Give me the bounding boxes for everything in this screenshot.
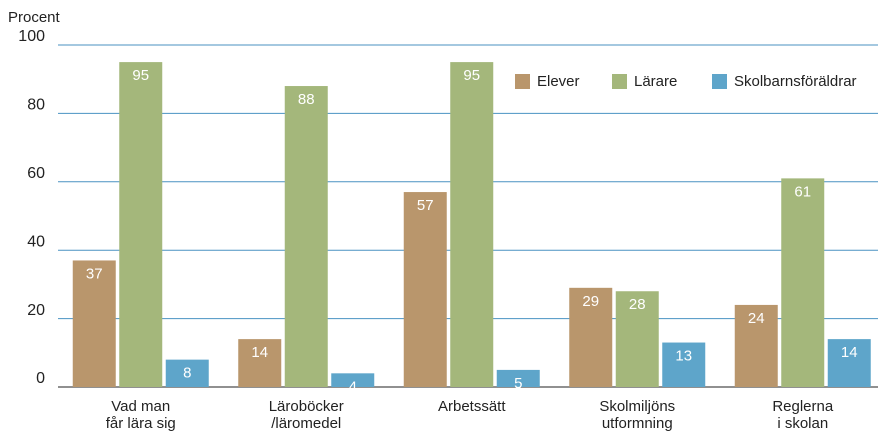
y-tick-label: 80 [27, 97, 45, 114]
legend-label: Elever [537, 73, 580, 90]
value-label: 14 [251, 344, 268, 361]
x-tick-label: utformning [602, 415, 673, 432]
bar [496, 369, 540, 387]
value-label: 61 [794, 183, 811, 200]
value-label: 88 [298, 91, 315, 108]
legend-label: Lärare [634, 73, 677, 90]
value-label: 4 [349, 378, 357, 395]
value-label: 24 [748, 310, 765, 327]
x-tick-label: Arbetssätt [438, 398, 506, 415]
y-axis-label: Procent [8, 9, 61, 26]
y-tick-label: 60 [27, 165, 45, 182]
value-label: 8 [183, 365, 191, 382]
legend-swatch [612, 74, 627, 89]
bar [569, 287, 613, 387]
bar [615, 291, 659, 387]
legend-swatch [515, 74, 530, 89]
bar [238, 339, 282, 387]
bar [119, 62, 163, 387]
x-tick-label: får lära sig [106, 415, 176, 432]
x-tick-label: Skolmiljöns [599, 398, 675, 415]
bar [72, 260, 116, 387]
value-label: 14 [841, 344, 858, 361]
value-label: 29 [582, 293, 599, 310]
y-tick-label: 100 [18, 28, 45, 45]
bar [662, 342, 706, 387]
x-tick-label: /läromedel [271, 415, 341, 432]
y-tick-label: 40 [27, 233, 45, 250]
bar [450, 62, 494, 387]
bar [827, 339, 871, 387]
bar [403, 192, 447, 387]
value-label: 13 [675, 348, 692, 365]
bar [284, 86, 328, 387]
x-tick-label: Reglerna [772, 398, 834, 415]
bar [781, 178, 825, 387]
x-tick-label: Läroböcker [269, 398, 344, 415]
legend-swatch [712, 74, 727, 89]
x-tick-label: Vad man [111, 398, 170, 415]
y-tick-label: 20 [27, 302, 45, 319]
value-label: 57 [417, 197, 434, 214]
legend-label: Skolbarnsföräldrar [734, 73, 857, 90]
value-label: 95 [132, 67, 149, 84]
bar [165, 359, 209, 387]
value-label: 28 [629, 296, 646, 313]
x-tick-label: i skolan [777, 415, 828, 432]
value-label: 5 [514, 375, 522, 392]
bar [331, 373, 375, 387]
y-tick-label: 0 [36, 370, 45, 387]
bar [734, 304, 778, 387]
value-label: 95 [463, 67, 480, 84]
value-label: 37 [86, 265, 103, 282]
